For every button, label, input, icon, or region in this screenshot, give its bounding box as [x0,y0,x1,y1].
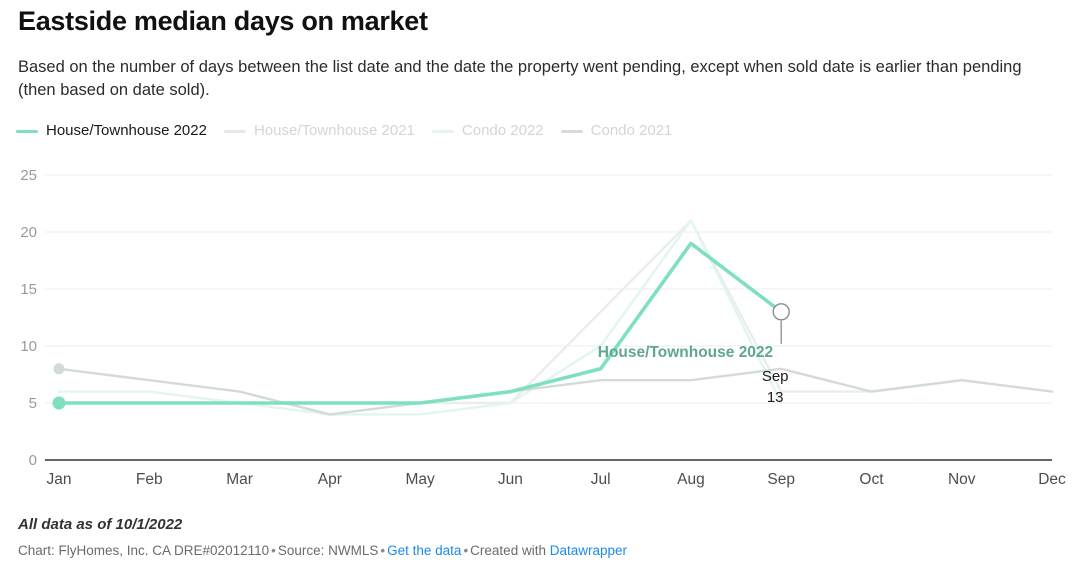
legend-label: Condo 2021 [590,122,673,139]
x-axis-tick-label: Jan [47,471,72,488]
legend-item-condo-2022[interactable]: Condo 2022 [431,122,544,140]
legend-label: House/Townhouse 2021 [253,122,415,139]
footer-source: Source: NWMLS [277,543,379,558]
y-axis-tick-label: 25 [20,167,37,184]
x-axis-tick-label: Feb [136,471,163,488]
footer-separator: • [380,543,386,558]
legend-item-house-townhouse-2022[interactable]: House/Townhouse 2022 [16,122,207,140]
legend-item-house-townhouse-2021[interactable]: House/Townhouse 2021 [223,122,415,140]
chart-subtitle: Based on the number of days between the … [18,58,1022,99]
y-axis-tick-labels: 0 5 10 15 20 25 [20,167,37,469]
legend-swatch-icon [560,129,583,133]
x-axis-tick-label: May [405,471,435,488]
x-axis-tick-label: Mar [226,471,253,488]
series-lines [52,219,1054,416]
y-axis-tick-label: 15 [20,281,37,298]
x-axis-tick-label: Apr [318,471,342,488]
y-axis-tick-label: 5 [29,395,37,412]
legend-swatch-icon [16,129,38,133]
footer-separator: • [463,543,469,558]
page-title: Eastside median days on market [18,6,428,36]
series-line [57,367,1054,416]
annotation-month-label: Sep [762,368,789,385]
footer-separator: • [271,543,276,558]
series-start-dot [52,396,66,410]
chart-legend: House/Townhouse 2022 House/Townhouse 202… [16,121,689,141]
series-start-dot [53,363,65,375]
legend-label: House/Townhouse 2022 [46,122,207,139]
legend-label: Condo 2022 [461,122,544,139]
y-axis-tick-label: 0 [29,452,37,469]
x-axis-tick-label: Oct [859,471,884,488]
line-chart-svg: 0 5 10 15 20 25 Jan Feb Mar Apr May Jun Jul Aug Sep Oc… [20,167,1067,488]
y-axis-tick-label: 20 [20,224,37,241]
footer-note: All data as of 10/1/2022 [18,516,183,533]
series-line [57,241,783,405]
x-axis-tick-label: Jul [591,471,611,488]
legend-item-condo-2021[interactable]: Condo 2021 [560,122,673,140]
legend-swatch-icon [431,129,454,133]
footer-chart-credit: Chart: FlyHomes, Inc. CA DRE#02012110 [18,543,270,558]
y-axis-tick-label: 10 [20,338,37,355]
series-end-marker [772,303,790,321]
x-axis-tick-labels: Jan Feb Mar Apr May Jun Jul Aug Sep Oct Nov Dec [47,471,1067,488]
x-axis-tick-label: Sep [767,471,795,488]
x-axis-tick-label: Nov [948,471,976,488]
datawrapper-link[interactable]: Datawrapper [549,543,628,558]
series-annotation: House/Townhouse 2022 Sep 13 [598,303,790,406]
footer-created-with: Created with [470,543,546,558]
footer-credit: Chart: FlyHomes, Inc. CA DRE#02012110 • So… [18,543,627,558]
x-axis-tick-label: Dec [1038,471,1066,488]
annotation-series-label: House/Townhouse 2022 [598,344,773,361]
gridlines [45,174,1052,461]
annotation-value-label: 13 [767,389,784,406]
x-axis-tick-label: Jun [498,471,523,488]
series-line [57,219,783,416]
x-axis-tick-label: Aug [677,471,705,488]
plot-area: 0 5 10 15 20 25 Jan Feb Mar Apr May Jun Jul Aug Sep Oc… [0,160,1080,488]
get-the-data-link[interactable]: Get the data [387,543,462,558]
legend-swatch-icon [223,129,246,133]
